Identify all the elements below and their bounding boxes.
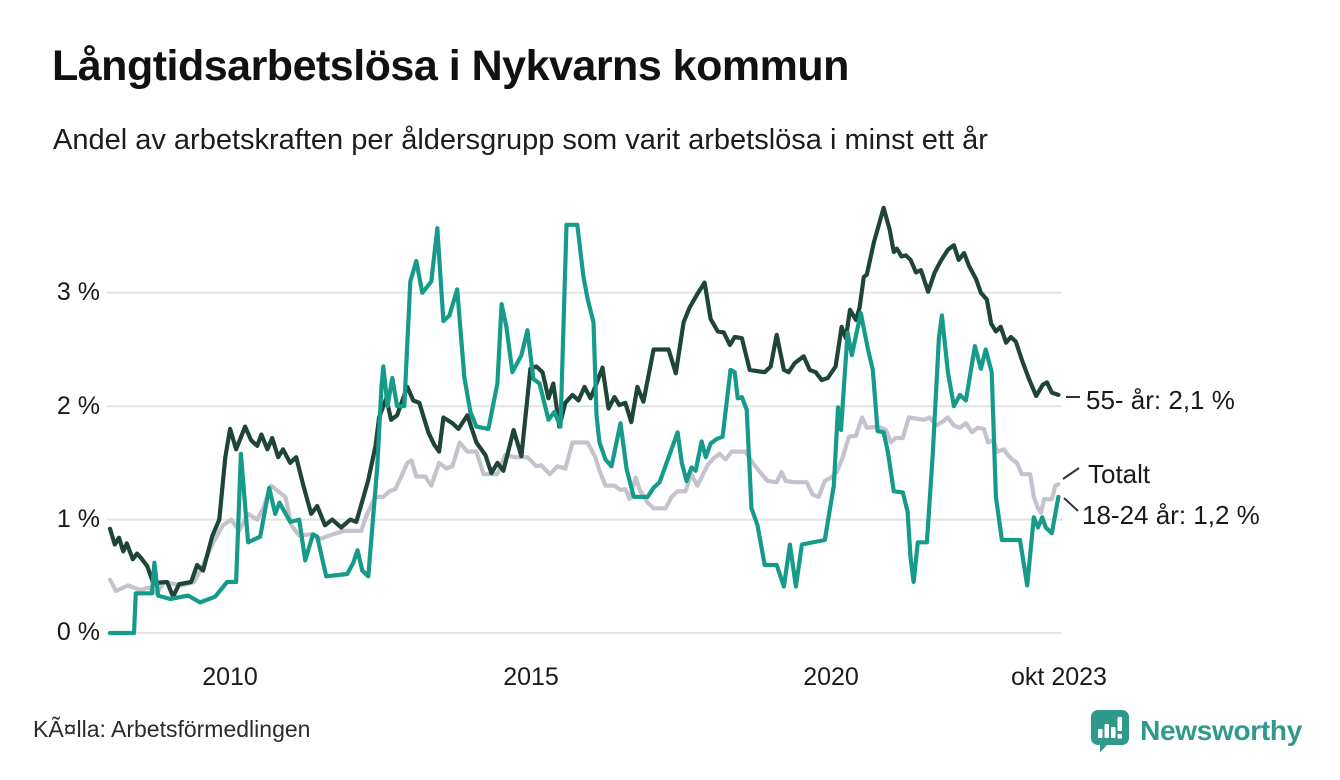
chart-subtitle: Andel av arbetskraften per åldersgrupp s… (53, 124, 988, 156)
newsworthy-logo-icon (1090, 709, 1130, 753)
x-tick-2015: 2015 (503, 663, 559, 691)
series-line-totalt (107, 415, 1061, 596)
annotation-totalt: Totalt (1088, 459, 1151, 489)
y-tick-1: 1 % (56, 505, 100, 533)
x-tick-2020: 2020 (803, 663, 859, 691)
y-tick-0: 0 % (56, 618, 100, 646)
annotation-55-ar: 55- år: 2,1 % (1086, 385, 1235, 415)
x-tick-2010: 2010 (202, 663, 258, 691)
newsworthy-brand: Newsworthy (1090, 709, 1302, 753)
annotation-18-24-ar: 18-24 år: 1,2 % (1082, 500, 1260, 530)
source-note: KÃ¤lla: Arbetsförmedlingen (33, 716, 311, 742)
x-tick-okt-2023: okt 2023 (1011, 663, 1107, 691)
y-tick-3: 3 % (56, 278, 100, 306)
annotation-connector (1063, 497, 1079, 512)
y-tick-2: 2 % (56, 392, 100, 420)
series-line-18-24-r (107, 222, 1061, 636)
newsworthy-wordmark: Newsworthy (1140, 715, 1302, 746)
page-title: Långtidsarbetslösa i Nykvarns kommun (52, 42, 849, 90)
annotation-connector (1062, 467, 1080, 480)
